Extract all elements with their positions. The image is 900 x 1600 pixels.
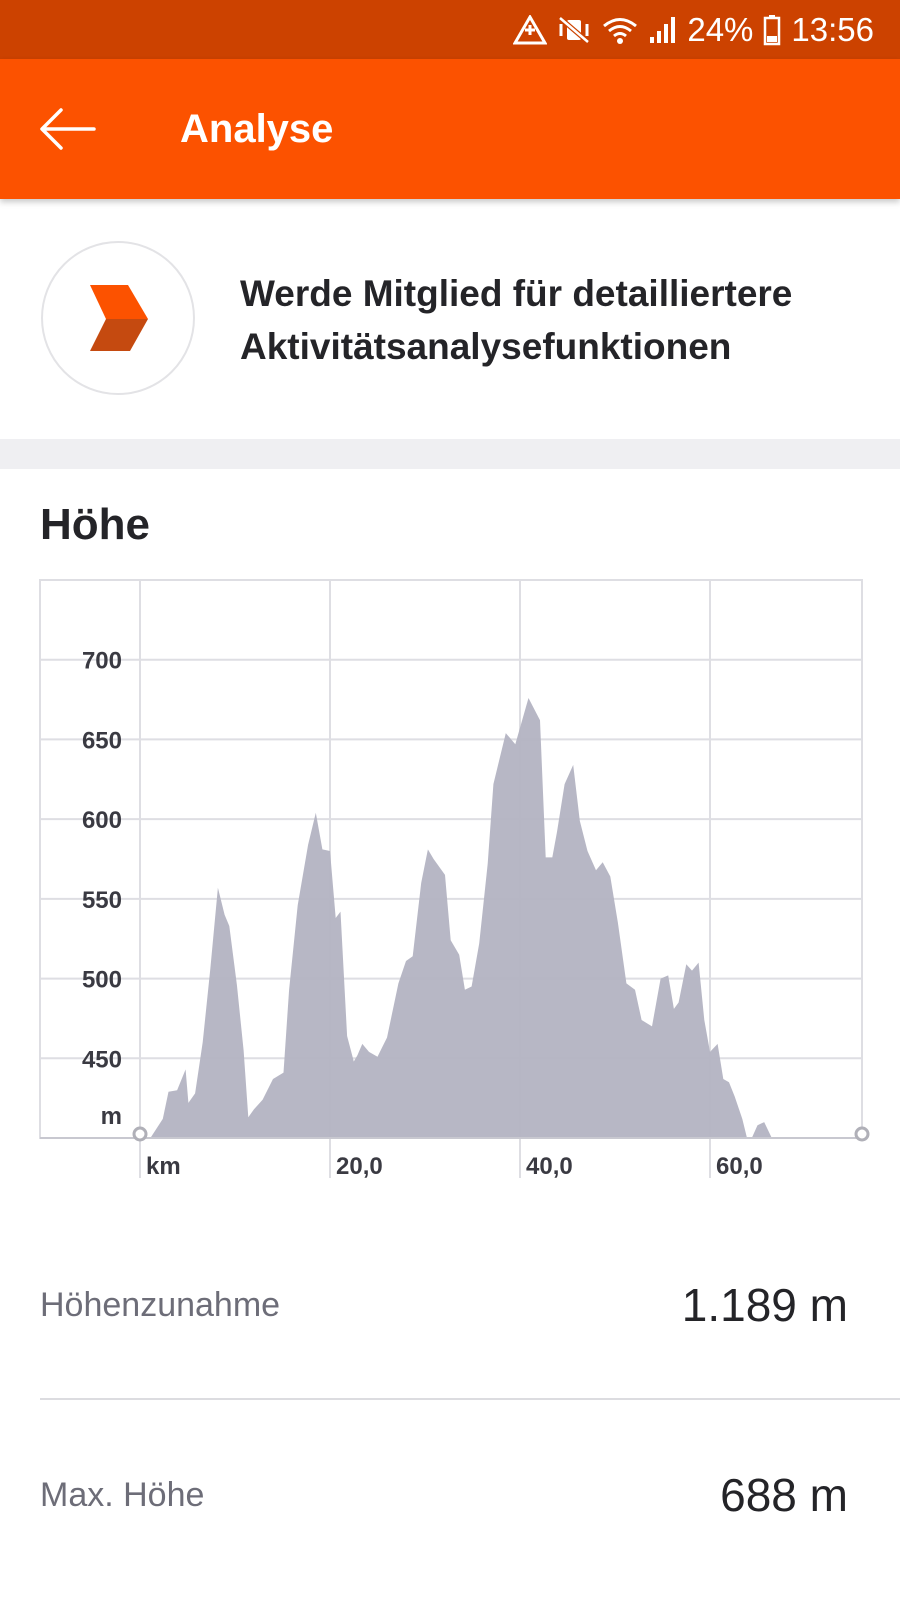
section-divider	[0, 439, 900, 469]
strava-summit-chevron-icon	[90, 285, 148, 351]
elevation-chart: 450 500 550 600 650 700 m km 20,0 40,0 60,0	[0, 570, 900, 1195]
y-tick-label: 650	[82, 727, 122, 754]
y-tick-label: 600	[82, 807, 122, 834]
arrow-left-icon	[40, 108, 96, 150]
clock: 13:56	[791, 10, 874, 48]
page-title: Analyse	[180, 107, 334, 151]
y-unit-label: m	[101, 1103, 122, 1130]
x-tick-label: 40,0	[526, 1153, 573, 1180]
stat-value: 1.189 m	[681, 1279, 848, 1331]
membership-promo[interactable]: Werde Mitglied für detailliertere Aktivi…	[0, 199, 900, 439]
x-tick-label: 60,0	[716, 1153, 763, 1180]
section-title: Höhe	[40, 500, 150, 549]
promo-text: Werde Mitglied für detailliertere Aktivi…	[240, 273, 793, 367]
signal-icon	[649, 15, 677, 45]
x-tick-label: 20,0	[336, 1153, 383, 1180]
app-bar: Analyse	[0, 59, 900, 199]
mute-vibrate-icon	[557, 15, 591, 45]
back-button[interactable]	[36, 99, 100, 159]
promo-logo	[41, 241, 195, 395]
range-end-handle	[854, 1126, 870, 1142]
status-icons: 24% 13:56	[513, 0, 874, 59]
y-tick-label: 500	[82, 967, 122, 994]
stat-value: 688 m	[720, 1469, 848, 1521]
y-tick-label: 550	[82, 887, 122, 914]
status-bar: 24% 13:56	[0, 0, 900, 59]
stat-row-max-elevation: Max. Höhe 688 m	[40, 1400, 900, 1590]
stat-label: Max. Höhe	[40, 1475, 205, 1514]
y-tick-label: 450	[82, 1046, 122, 1073]
range-start-handle	[132, 1126, 148, 1142]
data-saver-icon	[513, 14, 548, 45]
wifi-icon	[601, 15, 639, 45]
elevation-area	[150, 698, 853, 1138]
battery-percent: 24%	[687, 10, 754, 48]
battery-icon	[763, 14, 781, 46]
y-tick-label: 700	[82, 648, 122, 675]
x-unit-label: km	[146, 1153, 181, 1180]
stat-label: Höhenzunahme	[40, 1285, 281, 1324]
divider	[40, 1398, 900, 1400]
stat-row-elevation-gain: Höhenzunahme 1.189 m	[40, 1210, 900, 1400]
